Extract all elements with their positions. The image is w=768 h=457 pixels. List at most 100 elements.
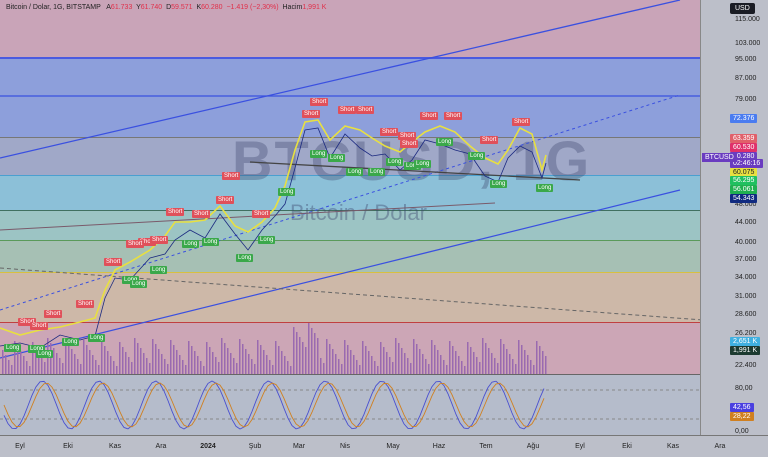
short-signal-label: Short	[138, 238, 157, 246]
volume-bar	[503, 344, 505, 374]
time-label: Tem	[479, 443, 493, 450]
volume-bar	[71, 349, 73, 374]
price-tick-label: 48.000	[735, 201, 757, 208]
short-signal-label: Short	[222, 172, 241, 180]
long-signal-label: Long	[278, 188, 296, 196]
volume-bar	[134, 338, 136, 374]
volume-label: Hacim	[282, 4, 303, 11]
volume-bar	[14, 341, 16, 374]
currency-button[interactable]: USD	[730, 3, 755, 14]
time-label: Ara	[155, 443, 167, 450]
price-tag: 60.280	[730, 152, 758, 161]
long-signal-label: Long	[414, 160, 432, 168]
price-tag: 60.530	[730, 143, 758, 152]
channel-upper-line[interactable]	[0, 0, 681, 159]
volume-bar	[437, 350, 439, 374]
volume-bar	[206, 342, 208, 374]
volume-bar	[509, 354, 511, 374]
volume-bar	[455, 351, 457, 374]
volume-bar	[98, 365, 100, 374]
volume-bar	[428, 364, 430, 374]
zone-band	[0, 0, 700, 57]
symbol-title: Bitcoin / Dolar, 1G, BITSTAMP	[6, 4, 101, 11]
price-chart[interactable]: BTCUSD, 1G Bitcoin / Dolar Short Short Sho…	[0, 0, 700, 435]
trend-line[interactable]	[0, 202, 496, 231]
volume-bar	[68, 344, 70, 374]
trend-line[interactable]	[249, 161, 581, 181]
volume-bar	[482, 338, 484, 374]
long-signal-label: Long	[202, 238, 220, 246]
volume-bar	[470, 347, 472, 374]
volume-bar	[110, 356, 112, 374]
price-tag: 54.343	[730, 194, 758, 203]
channel-lower-line[interactable]	[0, 189, 681, 359]
volume-bar	[287, 361, 289, 374]
volume-bar	[473, 352, 475, 374]
long-signal-label: Long	[368, 168, 386, 176]
volume-bar	[167, 364, 169, 374]
volume-bar	[155, 344, 157, 374]
volume-bars	[2, 323, 547, 374]
volume-bar	[257, 340, 259, 374]
volume-bar	[389, 357, 391, 374]
volume-bar	[101, 341, 103, 374]
volume-bar	[305, 347, 307, 374]
short-signal-label: Short	[356, 106, 375, 114]
oscillator-pane[interactable]	[0, 374, 700, 435]
volume-bar	[269, 360, 271, 374]
volume-bar	[185, 365, 187, 374]
short-signal-label: Short	[512, 118, 531, 126]
volume-bar	[527, 355, 529, 374]
volume-bar	[254, 364, 256, 374]
price-tick-label: 31.000	[735, 293, 757, 300]
volume-bar	[74, 354, 76, 374]
volume-bar	[179, 355, 181, 374]
volume-bar	[362, 341, 364, 374]
volume-bar	[344, 340, 346, 374]
time-axis[interactable]: Eyl Eki Kas Ara 2024 Şub Mar Nis May Haz Tem Ağu Eyl…	[0, 435, 768, 457]
volume-bar	[335, 354, 337, 374]
short-signal-label: Short	[44, 310, 63, 318]
volume-bar	[20, 351, 22, 374]
volume-bar	[332, 349, 334, 374]
volume-bar	[128, 357, 130, 374]
volume-bar	[341, 364, 343, 374]
volume-bar	[212, 352, 214, 374]
stoch-d-line	[3, 382, 545, 428]
volume-bar	[182, 360, 184, 374]
long-signal-label: Long	[536, 184, 554, 192]
long-signal-label: Long	[346, 168, 364, 176]
volume-bar	[536, 341, 538, 374]
volume-bar	[242, 344, 244, 374]
volume-bar	[440, 355, 442, 374]
time-label: Eyl	[575, 443, 585, 450]
close-label: K	[196, 4, 202, 11]
volume-bar	[356, 360, 358, 374]
long-signal-label: Long	[386, 158, 404, 166]
price-axis[interactable]: 115.000 103.000 95.000 87.000 79.000 48.000 44…	[700, 0, 768, 435]
change-value: −1.419 (−2,30%)	[226, 4, 279, 11]
volume-bar	[365, 346, 367, 374]
volume-bar	[122, 347, 124, 374]
volume-bar	[89, 350, 91, 374]
volume-bar	[515, 364, 517, 374]
price-tag: 02:46:16	[730, 159, 764, 168]
price-tick-label: 115.000	[735, 16, 760, 23]
short-signal-label: Short	[400, 140, 419, 148]
price-tag: 56.061	[730, 185, 758, 194]
volume-bar	[209, 347, 211, 374]
time-label: Mar	[292, 443, 306, 450]
volume-bar	[32, 342, 34, 374]
short-signal-label: Short	[302, 110, 321, 118]
volume-bar	[35, 347, 37, 374]
volume-bar	[227, 348, 229, 374]
volume-bar	[281, 351, 283, 374]
short-signal-label: Short	[166, 208, 185, 216]
trend-dashed-line[interactable]	[0, 267, 700, 322]
long-signal-label: Long	[236, 254, 254, 262]
volume-bar	[497, 363, 499, 374]
channel-mid-line[interactable]	[0, 94, 681, 311]
volume-bar	[545, 356, 547, 374]
volume-bar	[407, 358, 409, 374]
volume-bar	[86, 345, 88, 374]
